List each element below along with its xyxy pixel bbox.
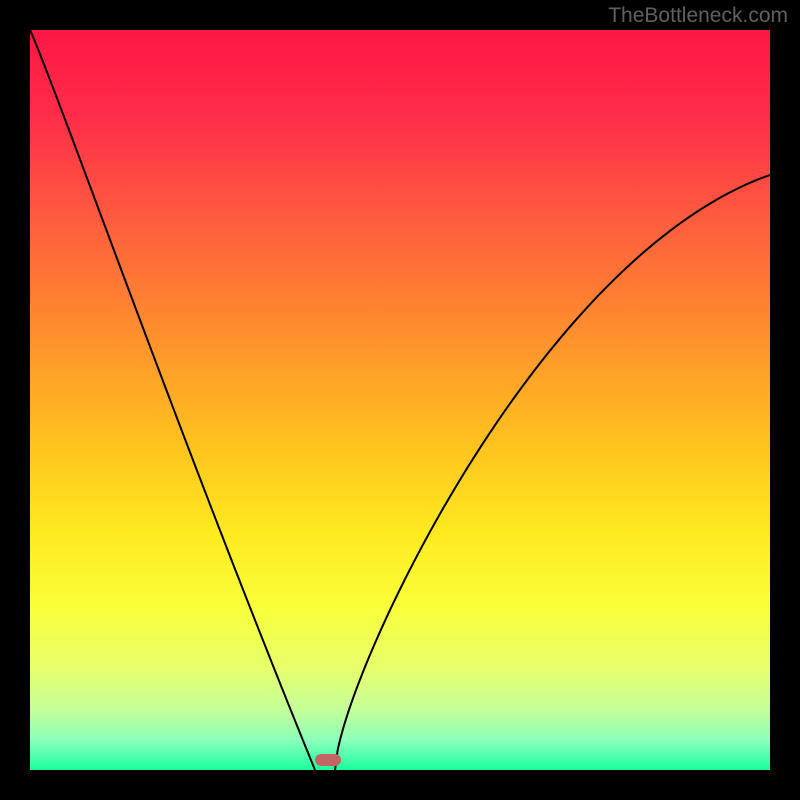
gradient-background	[30, 30, 770, 770]
minimum-marker	[315, 754, 341, 766]
frame-right	[770, 0, 800, 800]
chart-svg	[30, 30, 770, 770]
frame-left	[0, 0, 30, 800]
watermark-text: TheBottleneck.com	[608, 4, 788, 28]
plot-area	[30, 30, 770, 770]
frame-bottom	[0, 770, 800, 800]
